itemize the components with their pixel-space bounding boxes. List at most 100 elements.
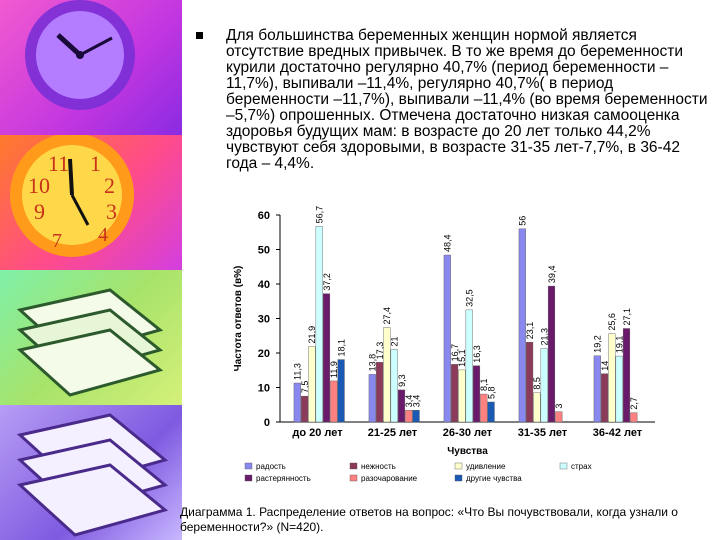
data-label: 56: [518, 216, 528, 226]
bar: [608, 333, 616, 423]
data-label: 2,7: [629, 397, 639, 410]
bar: [518, 228, 526, 423]
bar: [465, 309, 473, 423]
bar: [615, 355, 623, 423]
bar: [308, 346, 316, 423]
x-tick-label: до 20 лет: [292, 427, 343, 439]
data-label: 11,9: [329, 361, 339, 378]
svg-text:9: 9: [34, 199, 45, 224]
data-label: 3: [554, 404, 564, 409]
y-tick-label: 40: [258, 279, 270, 291]
legend-label: разочарование: [361, 474, 418, 483]
orange-clock-image: 11 1 10 2 9 3 4 7: [0, 133, 182, 270]
data-label: 17,3: [375, 342, 385, 360]
svg-text:3: 3: [106, 199, 117, 224]
bar: [487, 401, 495, 423]
legend-swatch: [349, 474, 358, 482]
purple-books-image: [0, 405, 182, 540]
bar: [383, 327, 391, 423]
bar: [322, 293, 331, 423]
data-label: 16,3: [472, 345, 482, 363]
legend-swatch: [454, 474, 463, 482]
data-label: 9,3: [397, 374, 407, 387]
svg-text:11: 11: [48, 151, 69, 176]
legend-label: радость: [256, 462, 286, 471]
x-axis-label: Чувства: [447, 446, 488, 457]
data-label: 39,4: [547, 266, 557, 284]
legend-swatch: [244, 462, 253, 470]
svg-text:1: 1: [90, 151, 101, 176]
data-label: 3,4: [404, 395, 414, 408]
data-label: 8,1: [479, 379, 489, 392]
y-axis-label: Частота ответов (в%): [233, 266, 244, 372]
bar: [293, 382, 301, 423]
bar: [458, 369, 466, 423]
bar: [376, 362, 384, 423]
legend-swatch: [244, 474, 253, 482]
data-label: 27,1: [622, 308, 632, 326]
data-label: 32,5: [465, 289, 475, 307]
bullet-item: Для большинства беременных женщин нормой…: [190, 28, 710, 172]
legend-label: другие чувства: [466, 474, 522, 483]
decorative-side-images: 11 1 10 2 9 3 4 7: [0, 0, 182, 540]
y-tick-label: 30: [258, 314, 270, 326]
data-label: 21: [390, 337, 400, 347]
legend-label: страх: [571, 462, 592, 471]
data-label: 27,4: [382, 307, 392, 325]
data-label: 8,5: [532, 377, 542, 390]
data-label: 21,3: [540, 328, 550, 346]
legend-label: удивление: [466, 462, 506, 471]
data-label: 19,1: [615, 336, 625, 354]
bar: [622, 328, 631, 423]
legend-label: нежность: [361, 462, 396, 471]
bar: [368, 374, 376, 423]
y-tick-label: 60: [258, 210, 270, 222]
x-tick-label: 26-30 лет: [443, 427, 493, 439]
y-tick-label: 10: [258, 383, 270, 395]
legend-swatch: [454, 462, 463, 470]
bar: [390, 349, 398, 423]
purple-clock-image: [0, 0, 182, 135]
bar: [555, 411, 563, 423]
data-label: 11,3: [293, 363, 303, 380]
bar: [540, 348, 548, 423]
data-label: 16,7: [450, 344, 460, 362]
x-tick-label: 36-42 лет: [593, 427, 643, 439]
square-bullet-icon: [196, 32, 203, 39]
bar: [315, 226, 323, 423]
bar-chart: 0 10 20 30 40 50 60 Частота ответов (в%) 11,37,5…: [233, 206, 655, 483]
bar: [397, 389, 406, 423]
svg-text:2: 2: [104, 173, 115, 198]
y-tick-label: 20: [258, 348, 270, 360]
bar: [601, 373, 609, 423]
x-tick-label: 21-25 лет: [368, 427, 418, 439]
bar: [547, 285, 556, 423]
bar: [472, 365, 481, 423]
chart-caption: Диаграмма 1. Распределение ответов на во…: [180, 505, 678, 534]
data-label: 15,1: [457, 349, 467, 367]
data-label: 21,9: [307, 326, 317, 344]
data-label: 23,1: [525, 322, 535, 340]
data-label: 5,8: [486, 386, 496, 399]
legend-swatch: [559, 462, 568, 470]
green-books-image: [0, 270, 182, 405]
svg-text:7: 7: [52, 230, 62, 252]
data-label: 25,6: [607, 313, 617, 331]
data-label: 3,4: [411, 395, 421, 408]
bar: [412, 410, 420, 423]
data-label: 7,5: [300, 381, 310, 394]
bar: [593, 355, 601, 423]
data-label: 13,8: [368, 354, 378, 372]
bar: [301, 395, 309, 423]
bar: [533, 392, 541, 423]
bar: [330, 380, 338, 423]
data-label: 18,1: [336, 339, 346, 357]
svg-text:10: 10: [28, 173, 50, 198]
x-tick-label: 31-35 лет: [518, 427, 568, 439]
bar: [451, 364, 459, 423]
y-tick-label: 0: [264, 417, 270, 429]
bar: [630, 412, 638, 423]
data-label: 37,2: [322, 273, 332, 291]
bar: [480, 393, 488, 423]
bar: [526, 342, 534, 423]
